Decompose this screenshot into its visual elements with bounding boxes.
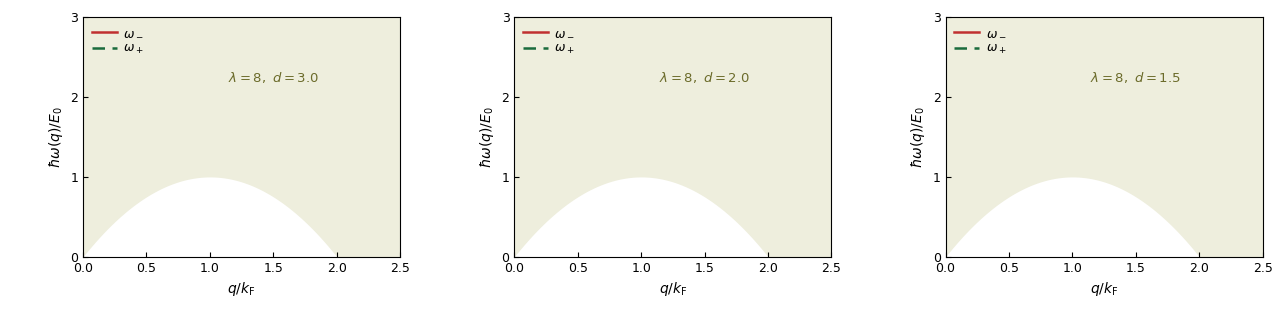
Text: $\lambda = 8,\ d = 3.0$: $\lambda = 8,\ d = 3.0$	[227, 70, 318, 85]
Legend: $\omega_-$, $\omega_+$: $\omega_-$, $\omega_+$	[520, 24, 578, 59]
X-axis label: $q/k_{\mathrm{F}}$: $q/k_{\mathrm{F}}$	[227, 280, 256, 298]
X-axis label: $q/k_{\mathrm{F}}$: $q/k_{\mathrm{F}}$	[1090, 280, 1118, 298]
X-axis label: $q/k_{\mathrm{F}}$: $q/k_{\mathrm{F}}$	[658, 280, 688, 298]
Y-axis label: $\hbar\omega(q)/E_0$: $\hbar\omega(q)/E_0$	[909, 106, 927, 168]
Legend: $\omega_-$, $\omega_+$: $\omega_-$, $\omega_+$	[89, 24, 146, 59]
Y-axis label: $\hbar\omega(q)/E_0$: $\hbar\omega(q)/E_0$	[47, 106, 65, 168]
Y-axis label: $\hbar\omega(q)/E_0$: $\hbar\omega(q)/E_0$	[478, 106, 496, 168]
Text: $\lambda = 8,\ d = 2.0$: $\lambda = 8,\ d = 2.0$	[659, 70, 750, 85]
Text: $\lambda = 8,\ d = 1.5$: $\lambda = 8,\ d = 1.5$	[1090, 70, 1181, 85]
Legend: $\omega_-$, $\omega_+$: $\omega_-$, $\omega_+$	[952, 24, 1008, 59]
